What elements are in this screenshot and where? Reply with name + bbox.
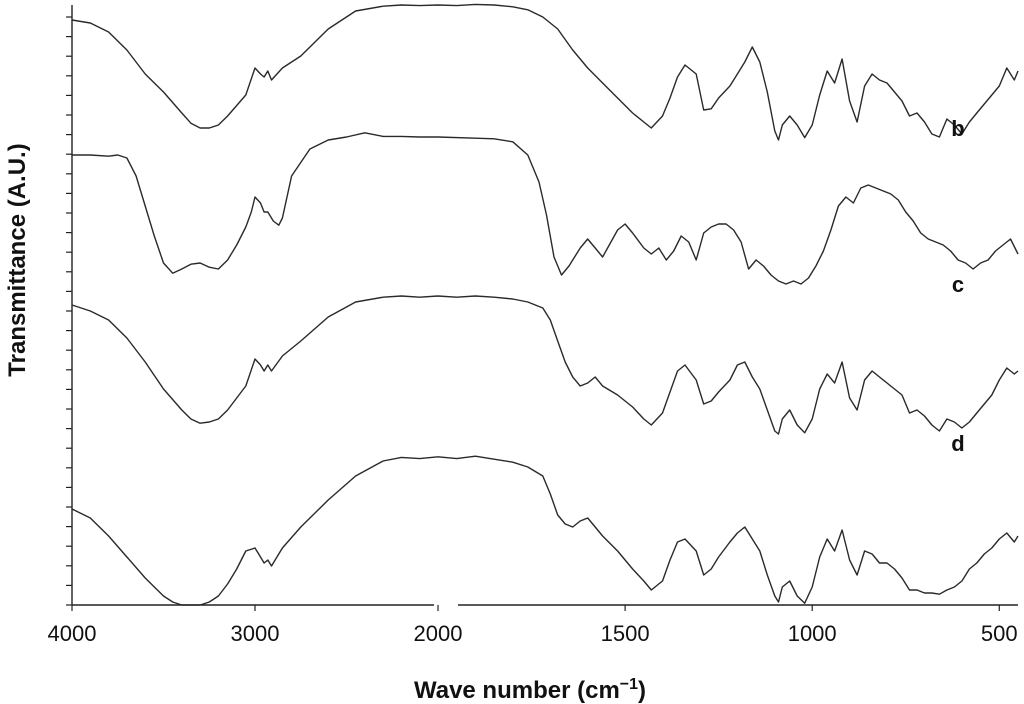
x-axis-title: Wave number (cm−1) [414,676,646,704]
y-axis-title: Transmittance (A.U.) [4,143,31,376]
x-axis-title-superscript: −1 [620,676,638,693]
x-tick-label: 3000 [231,621,280,646]
axes [71,5,1018,606]
series-label-b: b [951,116,964,141]
series-label-d: d [951,431,964,456]
series-labels: a b c d [951,0,965,456]
series-label-a: a [952,0,965,3]
x-tick-label: 4000 [48,621,97,646]
spectrum-line-b [72,132,1019,285]
spectrum-line-d [71,455,1019,606]
x-tick-label: 1000 [788,621,837,646]
x-axis-title-close: ) [638,677,646,704]
axis-ticks: 4000 3000 2000 1500 1000 500 [48,16,1018,646]
x-tick-label: 1500 [601,621,650,646]
spectrum-line-a [71,3,1019,141]
spectra-series [71,3,1019,606]
spectrum-line-c [71,295,1019,435]
x-tick-label: 2000 [414,621,463,646]
series-label-c: c [952,272,964,297]
x-tick-label: 500 [981,621,1018,646]
x-axis-title-text: Wave number (cm [414,677,620,704]
